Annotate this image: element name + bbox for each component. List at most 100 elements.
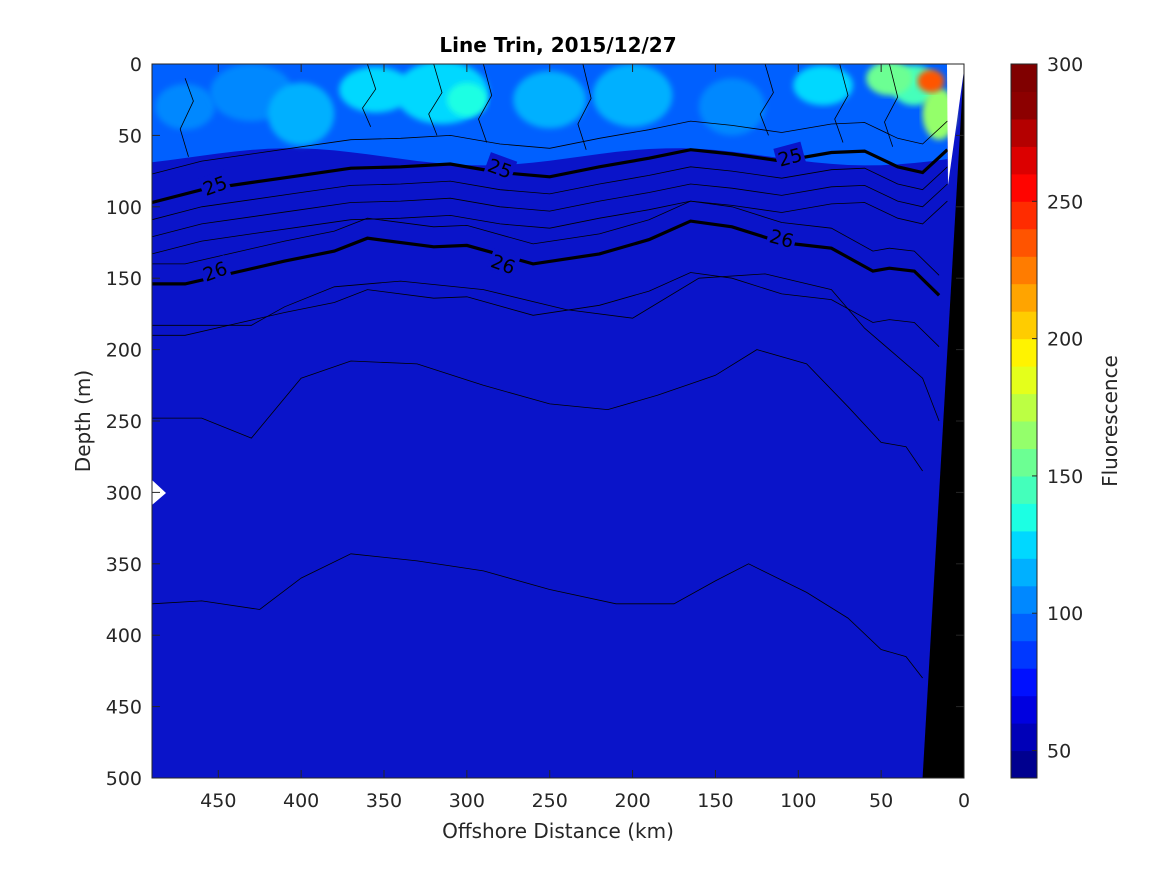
colorbar-segment [1011, 91, 1037, 120]
fluorescence-patch [268, 82, 335, 146]
colorbar-segment [1011, 530, 1037, 559]
x-tick-label: 300 [449, 790, 485, 812]
colorbar-tick-label: 200 [1047, 329, 1083, 351]
isopycnal-thin [152, 120, 948, 175]
isopycnal-thin [152, 166, 948, 221]
colorbar-segment [1011, 173, 1037, 202]
colorbar-segment [1011, 723, 1037, 752]
fluorescence-patch [513, 71, 587, 129]
y-tick-label: 500 [106, 768, 142, 790]
x-tick-label: 450 [200, 790, 236, 812]
no-data-gap [947, 64, 964, 185]
isopycnal-thin [834, 64, 849, 143]
contour-label-bg [197, 255, 232, 286]
colorbar-segment [1011, 228, 1037, 257]
y-tick-label: 400 [106, 625, 142, 647]
x-tick-label: 150 [697, 790, 733, 812]
x-tick-label: 350 [366, 790, 402, 812]
isopycnal-26 [152, 219, 941, 297]
contour-label-bg [483, 152, 518, 183]
colorbar-segment [1011, 668, 1037, 697]
x-tick-label: 100 [780, 790, 816, 812]
density-contours-thin [152, 64, 948, 679]
isopycnal-thin [152, 272, 940, 347]
colorbar-label: Fluorescence [1098, 355, 1122, 487]
fluorescence-patch [698, 78, 766, 136]
colorbar-segment [1011, 503, 1037, 532]
colorbar-segment [1011, 201, 1037, 230]
colorbar-segment [1011, 695, 1037, 724]
y-axis: 0 50 100 150 200 250 300 350 400 450 500 [106, 54, 964, 790]
colorbar-segment [1011, 585, 1037, 614]
bathymetry [922, 64, 964, 778]
colorbar-segment [1011, 448, 1037, 477]
colorbar-tick-label: 150 [1047, 466, 1083, 488]
y-tick-label: 200 [106, 340, 142, 362]
colorbar-segment [1011, 256, 1037, 285]
chart-title: Line Trin, 2015/12/27 [439, 33, 676, 57]
y-tick-label: 150 [106, 268, 142, 290]
isopycnal-thin [152, 349, 923, 472]
isopycnal-thin [428, 64, 443, 136]
colorbar-tick-label: 50 [1047, 741, 1071, 763]
fluorescence-patch [155, 84, 215, 130]
isopycnal-thin [884, 64, 899, 147]
contour-label-bg [773, 141, 807, 171]
isopycnal-thin [152, 183, 948, 238]
isopycnal-thin [152, 200, 940, 276]
isopycnal-thin [478, 64, 493, 143]
contour-label-bg [765, 222, 799, 252]
fluorescence-patch [866, 64, 913, 96]
contour-label: 25 [197, 169, 232, 201]
x-axis: 450 400 350 300 250 200 150 100 50 0 [200, 64, 970, 812]
x-tick-label: 200 [614, 790, 650, 812]
colorbar-segment [1011, 613, 1037, 642]
isopycnal-thin [152, 273, 940, 422]
y-tick-label: 100 [106, 197, 142, 219]
x-tick-label: 0 [958, 790, 970, 812]
y-tick-label: 250 [106, 411, 142, 433]
fluorescence-patch [917, 69, 945, 93]
fluorescence-patch [447, 82, 487, 117]
isopycnal-thin [577, 64, 592, 150]
y-axis-label: Depth (m) [71, 370, 95, 472]
contour-label: 26 [486, 247, 521, 279]
colorbar-segment [1011, 283, 1037, 312]
contour-label-bg [486, 247, 521, 279]
isopycnal-25 [152, 148, 949, 205]
colorbar-frame [1010, 63, 1038, 779]
colorbar-segment [1011, 475, 1037, 504]
isopycnal-thin [179, 78, 194, 157]
isopycnal-thin [152, 200, 948, 255]
colorbar-segment [1011, 118, 1037, 147]
y-tick-label: 300 [106, 482, 142, 504]
colorbar-segment [1011, 338, 1037, 367]
y-tick-label: 50 [118, 125, 142, 147]
y-tick-label: 0 [130, 54, 142, 76]
colorbar-segment [1011, 146, 1037, 175]
colorbar-tick-label: 250 [1047, 191, 1083, 213]
colorbar-tick-label: 100 [1047, 603, 1083, 625]
y-tick-label: 350 [106, 554, 142, 576]
contour-label: 25 [773, 141, 807, 172]
x-tick-label: 250 [532, 790, 568, 812]
colorbar-segment [1011, 640, 1037, 669]
x-tick-label: 50 [869, 790, 893, 812]
fluorescence-patch [793, 65, 853, 106]
y-tick-label: 450 [106, 697, 142, 719]
x-tick-label: 400 [283, 790, 319, 812]
colorbar-segment [1011, 393, 1037, 422]
colorbar-segment [1011, 750, 1037, 779]
colorbar: 50 100 150 200 250 300 [1011, 54, 1083, 779]
colorbar-segment [1011, 366, 1037, 395]
colorbar-tick-label: 300 [1047, 54, 1083, 76]
colorbar-segment [1011, 558, 1037, 587]
colorbar-segment [1011, 64, 1037, 92]
fluorescence-background [152, 64, 964, 778]
fluorescence-patch [592, 64, 673, 127]
isopycnal-thin [759, 64, 774, 136]
x-axis-label: Offshore Distance (km) [442, 819, 674, 843]
